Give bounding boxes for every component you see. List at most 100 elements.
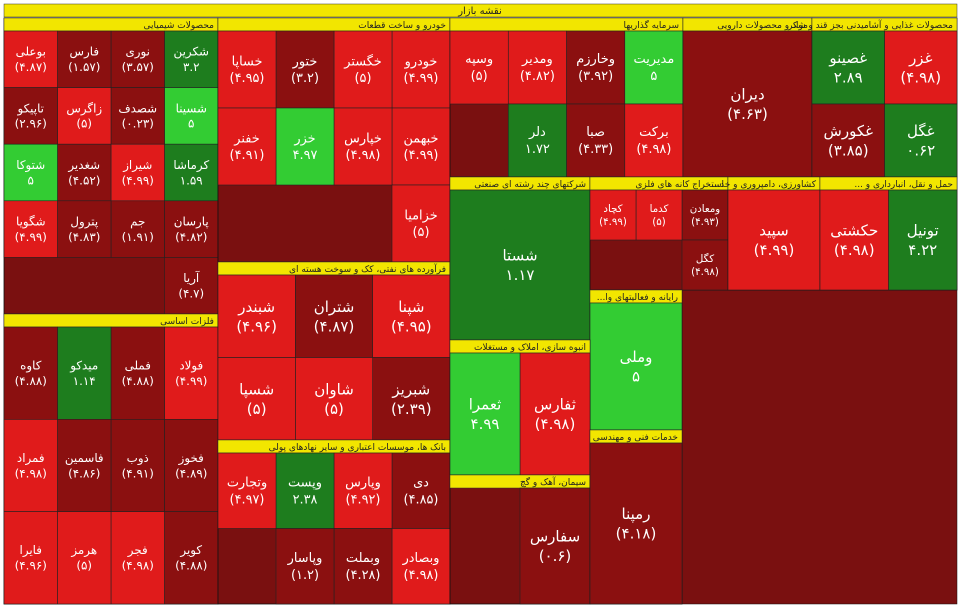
- sector-label: مواد و محصولات دارویی: [717, 21, 808, 31]
- tile-value-label: (۴.۹۸): [834, 241, 875, 259]
- tile: [566, 30, 626, 105]
- tile: [589, 189, 637, 241]
- tile-value-label: (۴.۹۹): [404, 148, 439, 163]
- tile-value-label: (۵): [324, 400, 344, 418]
- tile: [3, 87, 58, 145]
- tile-name: خساپا: [232, 54, 263, 69]
- sector-label: سرمایه گذاریها: [623, 19, 679, 31]
- tile-value-label: (۴.۹۶): [15, 559, 47, 573]
- tile-value-label: (۳.۹۲): [578, 69, 613, 84]
- tile: [164, 257, 219, 315]
- tile-value-label: (۴.۸۹): [175, 466, 207, 480]
- tile-name: فمراد: [17, 451, 45, 466]
- tile: [275, 107, 335, 186]
- tile-value-label: (۴.۹۸): [900, 69, 941, 87]
- tile: [57, 326, 112, 420]
- tile-name: خزر: [293, 131, 315, 146]
- tile-name: شگویا: [16, 214, 46, 229]
- tile-value-label: (۴.۱۸): [616, 525, 657, 543]
- tile: [507, 30, 567, 105]
- chart-title: نقشه بازار: [457, 6, 502, 17]
- tile: [164, 419, 219, 512]
- tile-value-label: (۴.۹۸): [535, 415, 576, 433]
- tile: [110, 87, 165, 145]
- tile-value-label: (۴.۸۲): [520, 69, 555, 84]
- tile-value-label: ۱.۱۴: [73, 374, 96, 388]
- tile-name: میدکو: [69, 359, 98, 374]
- tile: [624, 30, 684, 105]
- tile: [589, 442, 683, 605]
- tile-name: نوری: [126, 45, 150, 60]
- tile: [333, 107, 393, 186]
- tile: [110, 143, 165, 202]
- tile-value-label: (۴.۸۵): [404, 492, 439, 507]
- tile-value-label: (۴.۹۸): [404, 568, 439, 583]
- tile-name: سپید: [759, 222, 789, 241]
- tile-value-label: (۴.۷): [178, 287, 204, 301]
- tile: [57, 87, 112, 145]
- tile-value-label: ۳.۲: [183, 60, 200, 74]
- tile-value-label: (۴.۶۳): [727, 105, 768, 123]
- tile-value-label: (۱.۹۱): [122, 230, 154, 244]
- tile-value-label: (۳.۵۷): [122, 60, 154, 74]
- tile-value-label: ۱.۵۹: [180, 173, 203, 187]
- tile-value-label: (۵): [471, 69, 488, 84]
- title-bar: [3, 3, 958, 18]
- tile: [811, 103, 885, 178]
- tile: [566, 103, 626, 178]
- tile: [3, 419, 58, 512]
- tile-name: ثعمرا: [469, 396, 502, 414]
- tile-name: وپست: [288, 476, 322, 491]
- tile-name: خودرو: [404, 54, 438, 69]
- tile-name: ومعادن: [690, 204, 721, 215]
- tile-name: خگستر: [343, 53, 382, 69]
- tile-value-label: (۵): [76, 559, 92, 573]
- tile-name: غگل: [907, 122, 935, 140]
- tile-value-label: (۴.۹۹): [175, 374, 207, 388]
- tile-name: غصینو: [828, 49, 867, 67]
- tile-name: شبندر: [237, 298, 275, 316]
- tile-name: شاوان: [314, 380, 354, 398]
- tile: [110, 200, 165, 258]
- tile: [275, 528, 335, 605]
- tile-value-label: (۴.۸۳): [68, 230, 100, 244]
- tile: [391, 184, 451, 263]
- tile-value-label: (۴.۸۷): [15, 60, 47, 74]
- tile-name: دلر: [528, 125, 546, 140]
- tile: [333, 30, 393, 109]
- tile-name: شتوکا: [16, 158, 45, 173]
- tile-name: وملی: [620, 348, 653, 366]
- tile-name: کدما: [650, 204, 669, 215]
- tile-value-label: ۵: [188, 117, 194, 131]
- tile: [333, 452, 393, 529]
- tile: [217, 30, 277, 109]
- tile-value-label: (۴.۸۷): [314, 317, 355, 335]
- tile: [519, 487, 591, 605]
- tile: [391, 30, 451, 109]
- tile-value-label: (۴.۹۱): [122, 466, 154, 480]
- tile-name: فملی: [125, 359, 151, 373]
- tile: [449, 30, 509, 105]
- tile-name: شغدیر: [67, 158, 100, 173]
- tile-value-label: (۴.۳۳): [578, 142, 613, 157]
- sector-label: رایانه و فعالیتهای وا...: [597, 293, 678, 303]
- tile: [164, 200, 219, 258]
- tile-value-label: ۱.۷۲: [525, 142, 550, 157]
- tile-value-label: (۰.۲۳): [122, 117, 154, 131]
- tile-name: بوعلی: [16, 45, 46, 60]
- tile-name: تاپیکو: [16, 101, 44, 116]
- tile-name: ثفارس: [534, 396, 576, 414]
- tile: [164, 326, 219, 420]
- tile-value-label: ۴.۹۹: [471, 415, 500, 433]
- tile-name: کاوه: [20, 359, 42, 374]
- tile-value-label: ۲.۳۸: [293, 492, 318, 507]
- tile: [275, 452, 335, 529]
- tile: [449, 352, 521, 476]
- tile-name: وبملت: [346, 551, 380, 566]
- tile-value-label: (۲.۳۹): [391, 400, 432, 418]
- tile-value-label: (۴.۹۷): [230, 492, 265, 507]
- sector-label: بانک ها، موسسات اعتباری و سایر نهادهای پ…: [269, 443, 446, 453]
- tile-value-label: (۴.۸۸): [175, 559, 207, 573]
- tile: [217, 357, 296, 441]
